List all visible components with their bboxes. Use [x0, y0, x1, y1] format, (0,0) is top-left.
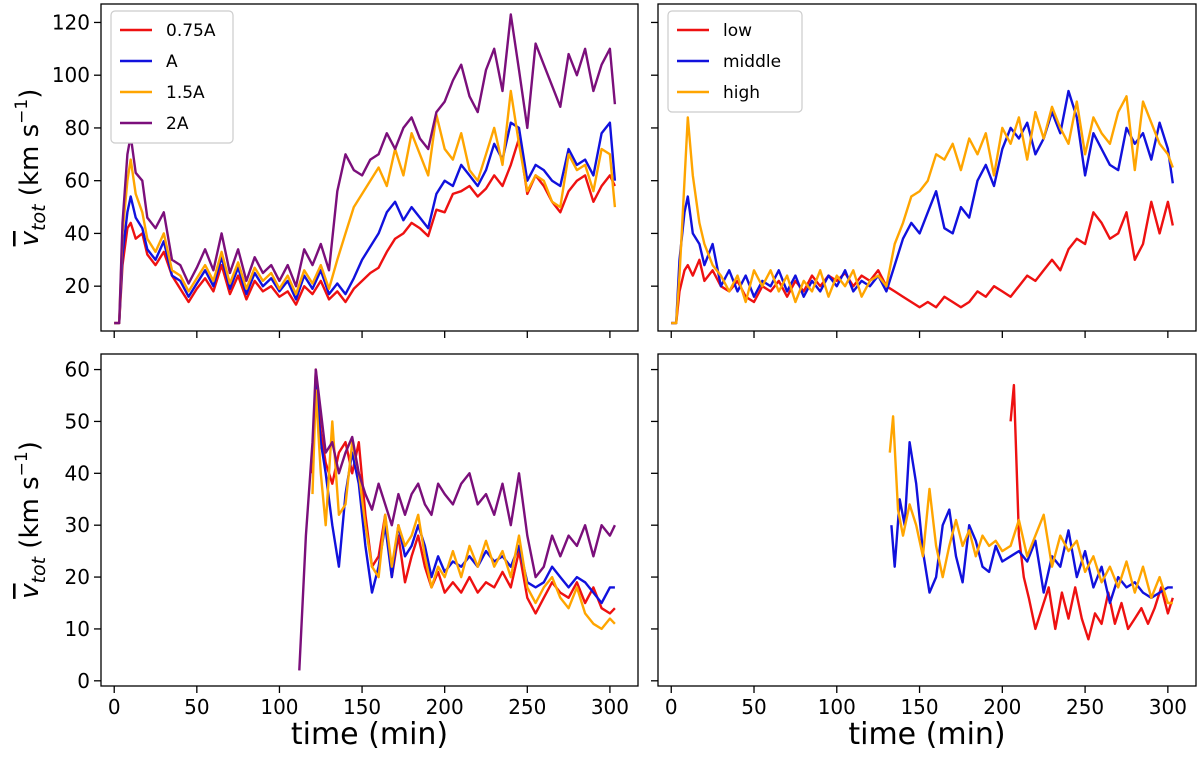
panel-frame: [100, 353, 639, 687]
x-tick-label: 150: [900, 695, 938, 719]
y-tick-label: 20: [65, 274, 90, 298]
y-label-variable: v: [15, 583, 45, 599]
y-tick-label: 100: [52, 63, 90, 87]
y-tick-label: 60: [65, 358, 90, 382]
series-line-middle: [890, 441, 1173, 605]
series-line-low: [671, 200, 1174, 325]
y-tick-label: 20: [65, 565, 90, 589]
x-tick-label: 300: [591, 695, 629, 719]
y-label-subscript: tot: [28, 203, 50, 231]
y-tick-label: 60: [65, 169, 90, 193]
series-line-low: [1009, 383, 1174, 641]
x-tick-label: 100: [818, 695, 856, 719]
series-line-middle: [671, 89, 1174, 325]
x-tick-label: 300: [1149, 695, 1187, 719]
y-tick-label: 0: [77, 669, 90, 693]
legend-box: [110, 10, 234, 144]
y-tick-label: 30: [65, 513, 90, 537]
y-label-unit: (km s: [15, 476, 45, 557]
x-tick-label: 250: [1066, 695, 1104, 719]
y-tick-label: 40: [65, 221, 90, 245]
panel-frame: [657, 3, 1197, 332]
x-tick-label: 200: [426, 695, 464, 719]
x-tick-label: 50: [741, 695, 766, 719]
y-label-close: ): [15, 441, 45, 451]
x-tick-label: 0: [665, 695, 678, 719]
panel-bottom-left: 0 50 100 150 200 250 300 0 10 20 30 40 50 60 vtot (km …: [12, 353, 639, 752]
x-tick-label: 100: [260, 695, 298, 719]
x-tick-label: 200: [983, 695, 1021, 719]
y-label-close: ): [15, 89, 45, 99]
y-tick-label: 50: [65, 409, 90, 433]
series-line-2A: [114, 13, 617, 325]
x-tick-label: 50: [184, 695, 209, 719]
y-label-subscript: tot: [28, 555, 50, 583]
x-tick-label: 150: [343, 695, 381, 719]
panel-top-right: low middle high: [651, 3, 1197, 338]
y-tick-label: 80: [65, 116, 90, 140]
legend-label: 0.75A: [166, 21, 216, 41]
series-line-high: [671, 95, 1174, 325]
y-label-variable: v: [15, 230, 45, 246]
legend-label: low: [723, 21, 752, 41]
x-axis-label: time (min): [291, 717, 448, 752]
panel-frame: [657, 353, 1197, 687]
legend-box: [667, 10, 803, 113]
legend-label: 2A: [166, 114, 189, 134]
y-tick-label: 120: [52, 10, 90, 34]
y-label-exponent: −1: [12, 451, 32, 476]
y-label-unit: (km s: [15, 124, 45, 205]
series-line-1.5A: [311, 389, 616, 631]
legend-label: high: [723, 83, 760, 103]
y-axis-label: vtot (km s−1): [12, 89, 50, 247]
panel-bottom-right: 0 50 100 150 200 250 300 time (min): [651, 353, 1197, 752]
x-axis-label: time (min): [848, 717, 1005, 752]
y-label-exponent: −1: [12, 99, 32, 124]
y-tick-label: 10: [65, 617, 90, 641]
x-tick-label: 0: [108, 695, 121, 719]
panel-frame: [100, 3, 639, 332]
legend-label: 1.5A: [166, 83, 205, 103]
series-line-0.75A: [311, 368, 616, 615]
series-line-1.5A: [114, 89, 617, 325]
legend-label: middle: [723, 52, 781, 72]
series-line-A: [114, 121, 617, 325]
panel-top-left: 20 40 60 80 100 120 0.75A A 1.5A 2A vtot (km s−1): [12, 3, 639, 338]
x-tick-label: 250: [508, 695, 546, 719]
legend-label: A: [166, 52, 178, 72]
series-line-2A: [298, 368, 616, 671]
y-tick-label: 40: [65, 461, 90, 485]
y-axis-label: vtot (km s−1): [12, 441, 50, 599]
series-line-high: [888, 415, 1173, 605]
